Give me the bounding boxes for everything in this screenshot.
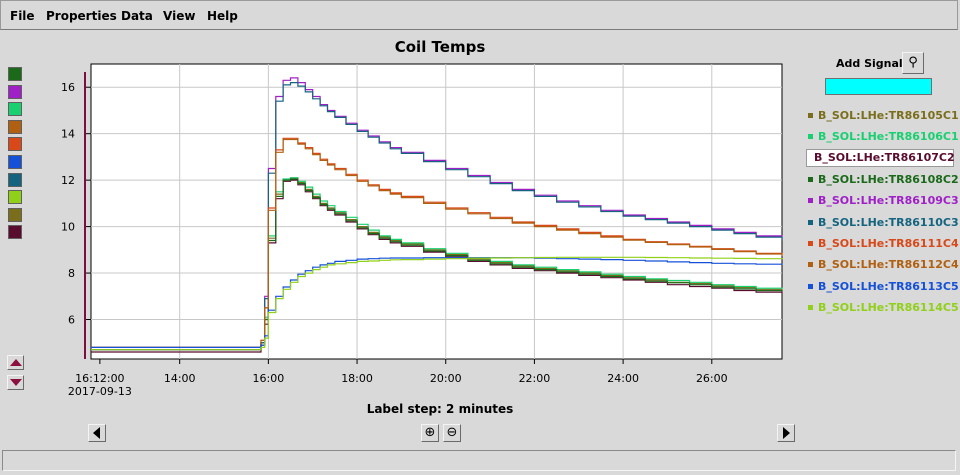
legend-item[interactable]: B_SOL:LHe:TR86106C1: [806, 127, 959, 145]
series-line: [91, 257, 783, 348]
add-signal-input[interactable]: [825, 78, 932, 95]
series-line: [91, 177, 783, 351]
series-line: [91, 256, 783, 351]
menu-file[interactable]: File: [10, 9, 35, 23]
axis-swatch-4[interactable]: [8, 119, 22, 134]
zoom-out-button[interactable]: ⊖: [443, 424, 461, 442]
series-line: [91, 178, 783, 351]
x-tick-label: 16:00: [253, 372, 285, 385]
legend-color-icon: [808, 112, 813, 118]
binoculars-icon: ⚲: [908, 55, 918, 70]
menu-bar: File Properties Data View Help: [0, 0, 958, 30]
x-tick-label: 14:00: [164, 372, 196, 385]
axis-swatch-7[interactable]: [8, 172, 22, 187]
y-tick-label: 10: [61, 221, 75, 234]
legend-label: B_SOL:LHe:TR86107C2: [814, 151, 955, 165]
scroll-right-button[interactable]: [777, 424, 795, 442]
zoom-out-icon: ⊖: [446, 425, 458, 440]
legend-item[interactable]: B_SOL:LHe:TR86113C5: [806, 277, 959, 295]
zoom-in-icon: ⊕: [424, 425, 436, 440]
legend-color-icon: [808, 262, 813, 268]
y-tick-label: 8: [68, 267, 75, 280]
legend-label: B_SOL:LHe:TR86109C3: [818, 194, 959, 208]
x-tick-label: 22:00: [519, 372, 551, 385]
legend-label: B_SOL:LHe:TR86108C2: [818, 172, 959, 186]
series-line: [91, 77, 783, 351]
x-tick-label: 16:12:00: [75, 372, 124, 385]
legend-color-icon: [808, 240, 813, 246]
series-line: [91, 137, 783, 348]
series-line: [91, 138, 783, 348]
legend-label: B_SOL:LHe:TR86110C3: [818, 215, 959, 229]
legend-color-icon: [808, 176, 813, 182]
legend-item[interactable]: B_SOL:LHe:TR86110C3: [806, 213, 959, 231]
legend-color-icon: [808, 133, 813, 139]
zoom-in-button[interactable]: ⊕: [421, 424, 439, 442]
y-tick-label: 6: [68, 314, 75, 327]
scroll-left-button[interactable]: [88, 424, 106, 442]
legend-label: B_SOL:LHe:TR86106C1: [818, 129, 959, 143]
legend-color-icon: [808, 219, 813, 225]
legend-item[interactable]: B_SOL:LHe:TR86109C3: [806, 192, 959, 210]
x-tick-label: 18:00: [341, 372, 373, 385]
axis-swatch-10[interactable]: [8, 225, 22, 240]
axis-swatch-9[interactable]: [8, 207, 22, 222]
scale-up-button[interactable]: [7, 355, 24, 370]
series-line: [91, 82, 783, 351]
add-signal-label: Add Signal: [836, 57, 903, 70]
menu-data[interactable]: Data: [121, 9, 153, 23]
legend-item[interactable]: B_SOL:LHe:TR86114C5: [806, 299, 959, 317]
menu-view[interactable]: View: [163, 9, 196, 23]
series-line: [91, 179, 783, 353]
legend-item[interactable]: B_SOL:LHe:TR86107C2: [806, 148, 955, 167]
search-signal-button[interactable]: ⚲: [902, 52, 924, 74]
legend-item[interactable]: B_SOL:LHe:TR86111C4: [806, 234, 959, 252]
axis-swatch-8[interactable]: [8, 190, 22, 205]
x-tick-date-label: 2017-09-13: [68, 385, 132, 398]
legend-label: B_SOL:LHe:TR86114C5: [818, 301, 959, 315]
x-tick-label: 26:00: [696, 372, 728, 385]
y-tick-label: 12: [61, 174, 75, 187]
legend-label: B_SOL:LHe:TR86112C4: [818, 258, 959, 272]
scale-down-button[interactable]: [7, 375, 24, 390]
axis-swatch-5[interactable]: [8, 137, 22, 152]
axis-swatch-2[interactable]: [8, 84, 22, 99]
legend-item[interactable]: B_SOL:LHe:TR86105C1: [806, 106, 959, 124]
axis-swatch-3[interactable]: [8, 102, 22, 117]
plot-area: [90, 63, 783, 360]
menu-help[interactable]: Help: [207, 9, 238, 23]
legend-label: B_SOL:LHe:TR86111C4: [818, 236, 959, 250]
legend-label: B_SOL:LHe:TR86105C1: [818, 108, 959, 122]
axis-swatch-1[interactable]: [8, 67, 22, 81]
x-axis-label: Label step: 2 minutes: [366, 402, 514, 416]
x-tick-label: 20:00: [430, 372, 462, 385]
axis-color-swatches: [8, 67, 22, 243]
legend-color-icon: [808, 283, 813, 289]
chart-plot: 6 8 10 12 14 16 16:12:00 14:00 16:00 18:00 20:00 22…: [61, 63, 783, 398]
menu-properties[interactable]: Properties: [46, 9, 117, 23]
axis-swatch-6[interactable]: [8, 154, 22, 169]
x-tick-label: 24:00: [607, 372, 639, 385]
down-arrow-icon: [9, 379, 22, 386]
legend-color-icon: [808, 198, 813, 204]
legend-color-icon: [808, 305, 813, 311]
y-tick-label: 14: [61, 128, 75, 141]
chart-title: Coil Temps: [394, 38, 486, 56]
legend-item[interactable]: B_SOL:LHe:TR86108C2: [806, 170, 959, 188]
y-tick-label: 16: [61, 81, 75, 94]
legend-label: B_SOL:LHe:TR86113C5: [818, 279, 959, 293]
status-bar: [2, 450, 956, 471]
left-arrow-icon: [93, 427, 100, 439]
legend-item[interactable]: B_SOL:LHe:TR86112C4: [806, 256, 959, 274]
up-arrow-icon: [9, 359, 22, 366]
right-arrow-icon: [783, 427, 790, 439]
